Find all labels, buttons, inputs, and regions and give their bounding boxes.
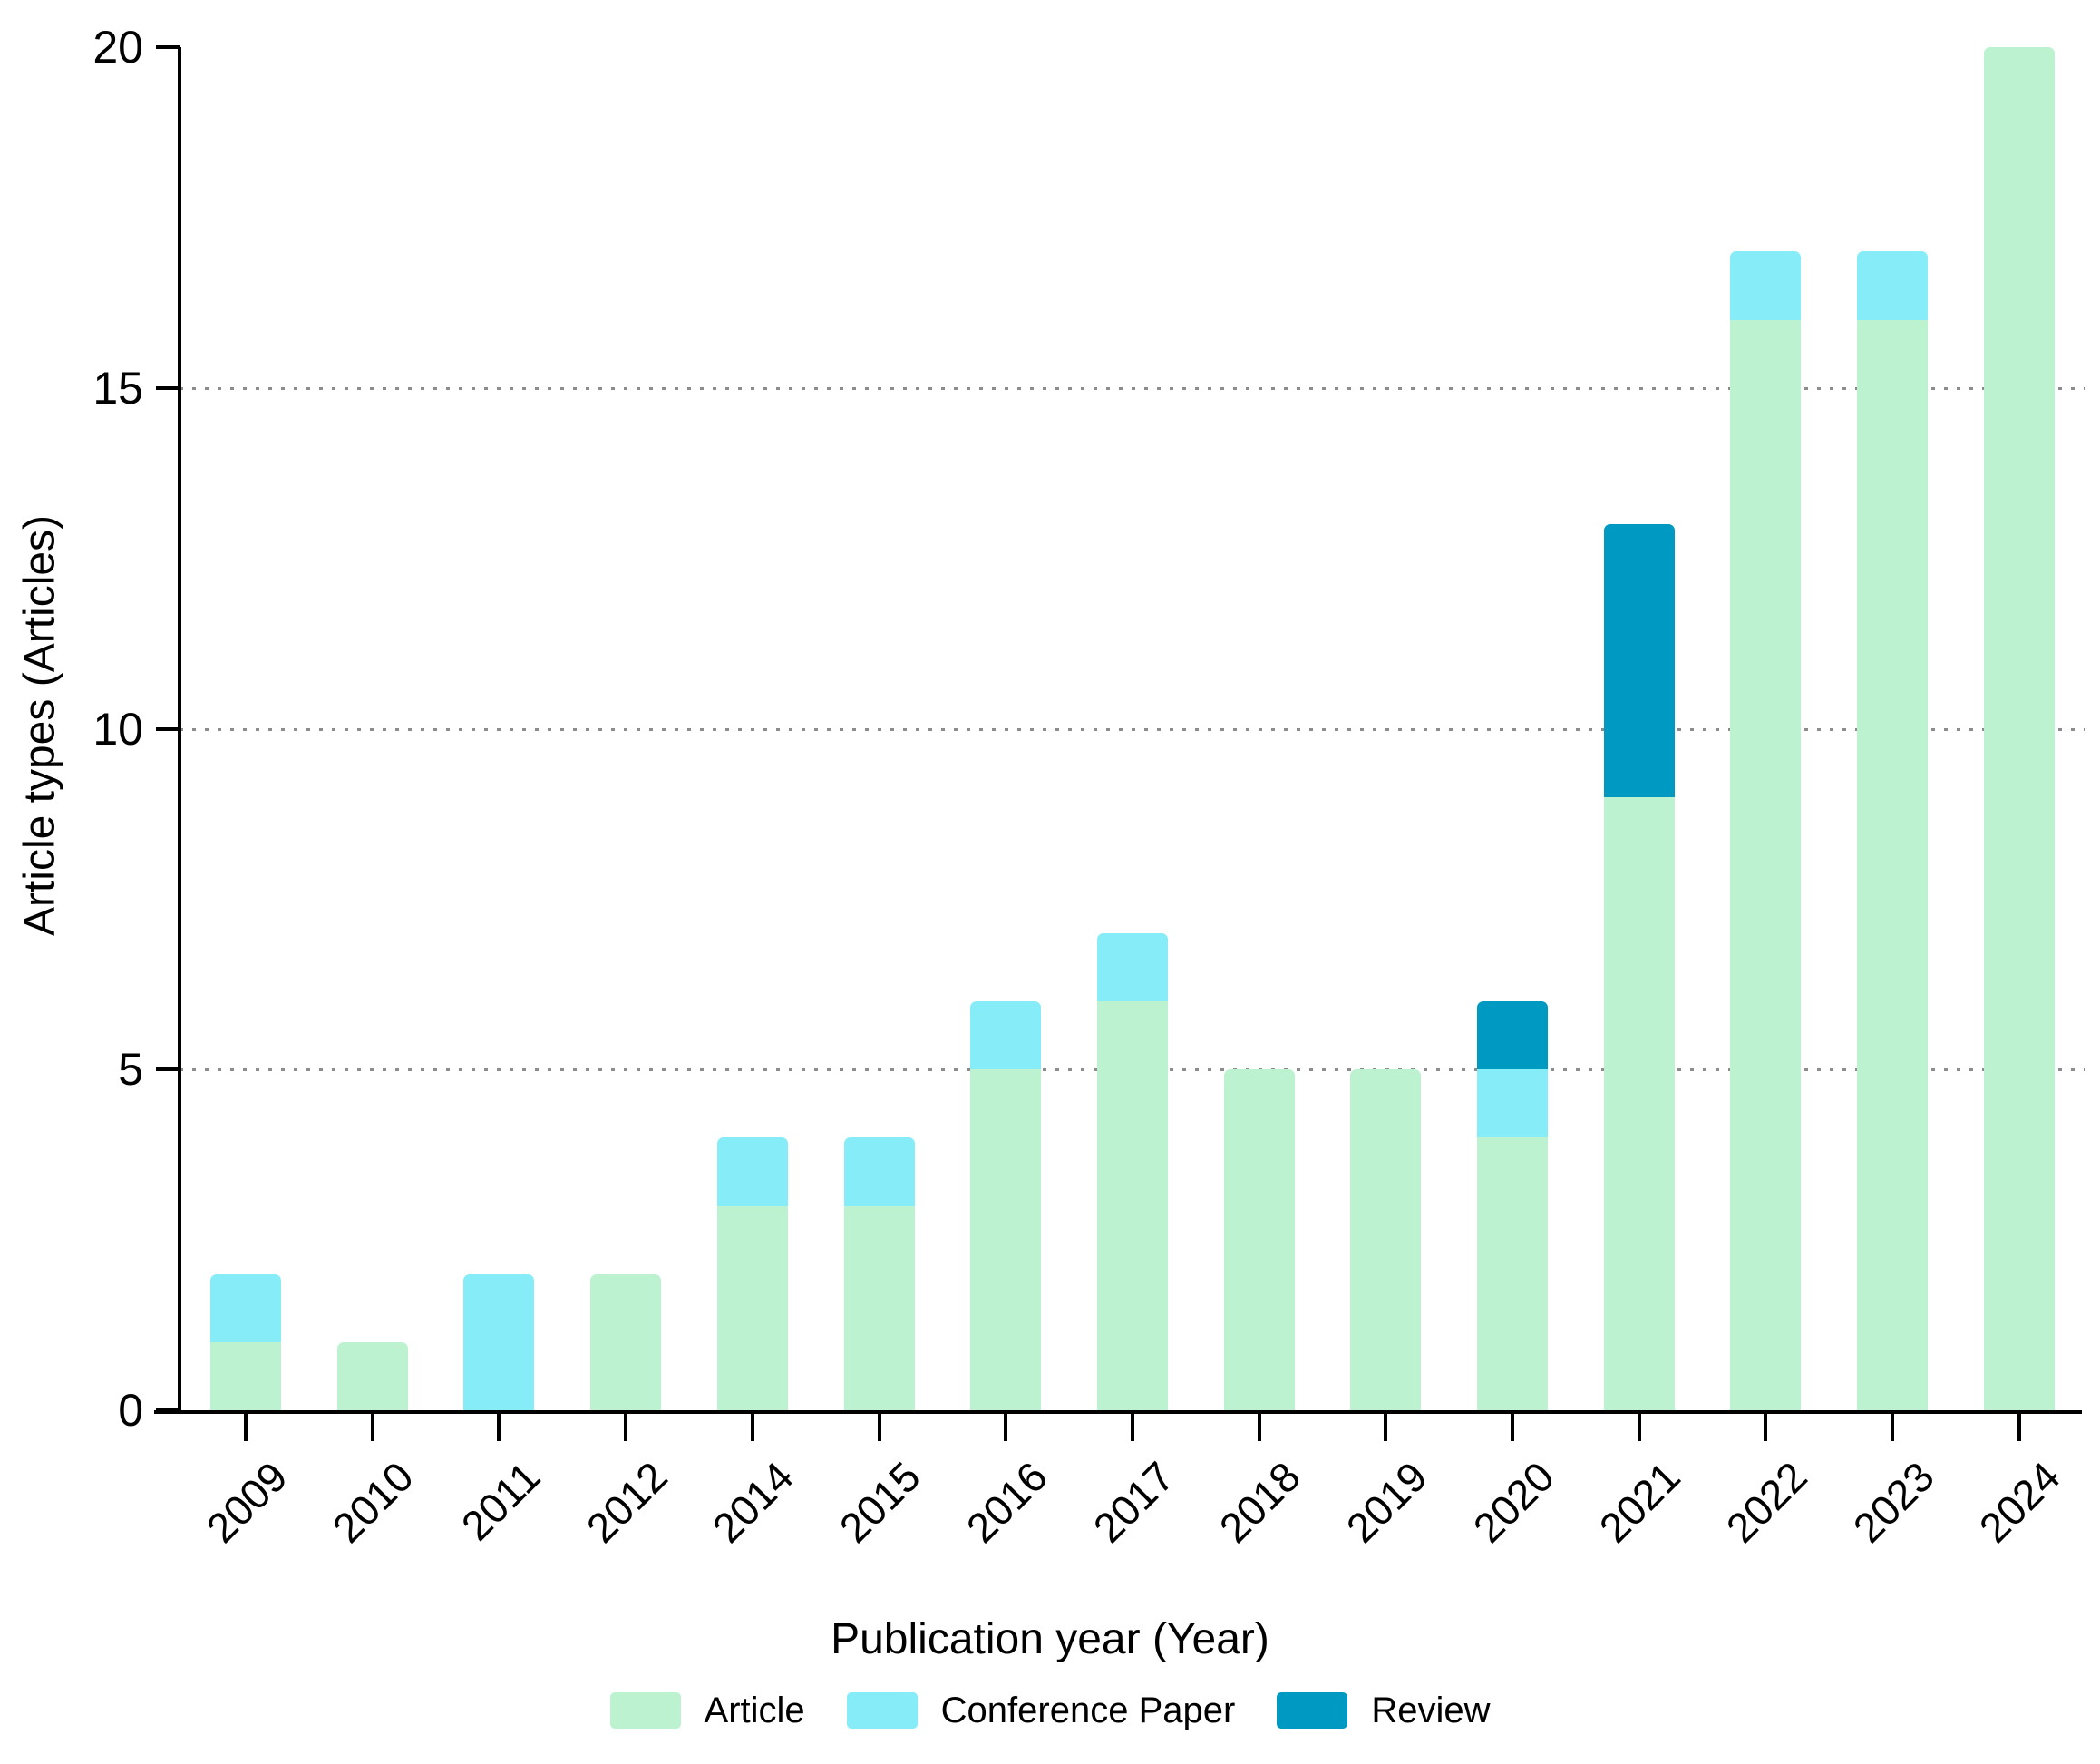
y-tick-label-0: 0 xyxy=(118,1385,143,1436)
bar-segment-2021-review xyxy=(1603,524,1675,797)
x-tick-2019 xyxy=(1384,1414,1388,1441)
bar-segment-2022-conference-paper xyxy=(1730,251,1802,320)
legend-label-article: Article xyxy=(704,1691,805,1730)
x-tick-label-2009: 2009 xyxy=(197,1452,297,1552)
gridline-15 xyxy=(180,386,2085,390)
bar-segment-2019-article xyxy=(1350,1069,1422,1410)
bar-segment-2015-article xyxy=(843,1205,915,1410)
bar-segment-2020-review xyxy=(1477,1001,1548,1070)
y-tick-15 xyxy=(156,385,180,390)
y-tick-label-20: 20 xyxy=(92,22,143,73)
legend-item-conference-paper: Conference Paper xyxy=(846,1691,1236,1730)
x-tick-label-2023: 2023 xyxy=(1843,1452,1943,1552)
bar-segment-2012-article xyxy=(590,1273,662,1410)
bar-segment-2010-article xyxy=(336,1341,408,1410)
legend-item-review: Review xyxy=(1277,1692,1490,1729)
bar-segment-2023-article xyxy=(1857,319,1929,1410)
x-tick-label-2015: 2015 xyxy=(830,1452,929,1552)
x-tick-2021 xyxy=(1637,1414,1641,1441)
legend: Article Conference Paper Review xyxy=(0,1692,2100,1729)
x-tick-2017 xyxy=(1130,1414,1134,1441)
legend-swatch-review xyxy=(1277,1692,1348,1729)
x-tick-label-2016: 2016 xyxy=(957,1452,1056,1552)
y-tick-20 xyxy=(156,45,180,49)
x-tick-label-2018: 2018 xyxy=(1210,1452,1310,1552)
legend-item-article: Article xyxy=(609,1691,805,1730)
bar-segment-2014-conference-paper xyxy=(716,1137,788,1206)
bar-segment-2018-article xyxy=(1223,1069,1295,1410)
y-tick-label-5: 5 xyxy=(118,1044,143,1096)
bar-segment-2015-conference-paper xyxy=(843,1137,915,1206)
bar-segment-2023-conference-paper xyxy=(1857,251,1929,320)
x-tick-label-2012: 2012 xyxy=(577,1452,676,1552)
bar-segment-2009-conference-paper xyxy=(210,1273,281,1342)
x-tick-label-2017: 2017 xyxy=(1084,1452,1183,1552)
y-tick-label-15: 15 xyxy=(92,362,143,414)
bar-segment-2022-article xyxy=(1730,319,1802,1410)
bar-segment-2016-article xyxy=(970,1069,1042,1410)
y-tick-10 xyxy=(156,726,180,731)
bar-segment-2014-article xyxy=(716,1205,788,1410)
x-tick-2014 xyxy=(750,1414,754,1441)
x-tick-2024 xyxy=(2017,1414,2021,1441)
gridline-10 xyxy=(180,727,2085,731)
x-axis-line xyxy=(154,1410,2082,1414)
x-tick-2022 xyxy=(1764,1414,1768,1441)
bar-segment-2017-conference-paper xyxy=(1096,932,1168,1002)
x-tick-2020 xyxy=(1511,1414,1514,1441)
y-tick-5 xyxy=(156,1067,180,1072)
x-tick-label-2021: 2021 xyxy=(1590,1452,1690,1552)
bar-segment-2024-article xyxy=(1983,47,2055,1410)
x-tick-2023 xyxy=(1891,1414,1895,1441)
legend-label-review: Review xyxy=(1371,1691,1491,1730)
x-tick-label-2019: 2019 xyxy=(1337,1452,1436,1552)
x-tick-label-2020: 2020 xyxy=(1463,1452,1563,1552)
bar-segment-2011-conference-paper xyxy=(463,1273,535,1410)
x-tick-2016 xyxy=(1004,1414,1008,1441)
y-axis-line xyxy=(178,47,181,1414)
y-tick-0 xyxy=(156,1408,180,1412)
x-axis-title: Publication year (Year) xyxy=(831,1615,1269,1663)
x-tick-label-2014: 2014 xyxy=(704,1452,803,1552)
x-tick-label-2022: 2022 xyxy=(1716,1452,1816,1552)
bar-segment-2017-article xyxy=(1096,1001,1168,1410)
x-tick-label-2024: 2024 xyxy=(1970,1452,2070,1552)
bar-segment-2021-article xyxy=(1603,796,1675,1410)
x-tick-2018 xyxy=(1257,1414,1261,1441)
bar-segment-2009-article xyxy=(210,1341,281,1410)
x-tick-2012 xyxy=(624,1414,628,1441)
x-tick-label-2010: 2010 xyxy=(324,1452,423,1552)
x-tick-label-2011: 2011 xyxy=(452,1452,549,1550)
x-tick-2010 xyxy=(370,1414,374,1441)
legend-swatch-article xyxy=(609,1692,681,1729)
bar-segment-2020-conference-paper xyxy=(1477,1069,1548,1138)
x-tick-2015 xyxy=(877,1414,881,1441)
bar-segment-2020-article xyxy=(1477,1137,1548,1410)
bar-segment-2016-conference-paper xyxy=(970,1001,1042,1070)
legend-label-conference-paper: Conference Paper xyxy=(940,1691,1236,1730)
y-axis-title: Article types (Articles) xyxy=(15,514,64,937)
x-tick-2009 xyxy=(244,1414,248,1441)
y-tick-label-10: 10 xyxy=(92,703,143,755)
x-tick-2011 xyxy=(497,1414,501,1441)
legend-swatch-conference-paper xyxy=(846,1692,918,1729)
